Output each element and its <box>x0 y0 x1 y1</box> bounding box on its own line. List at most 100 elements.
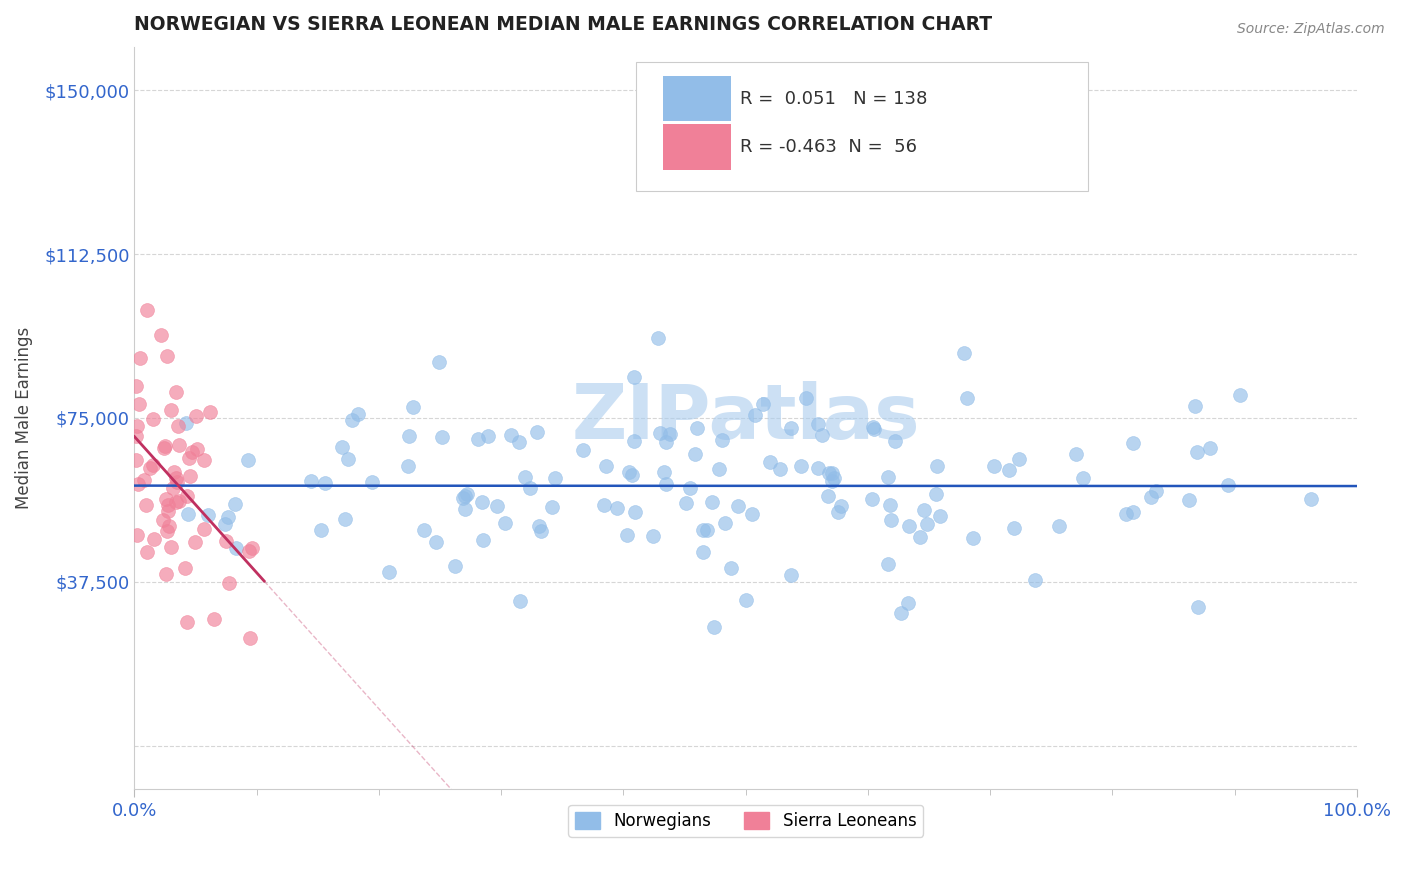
Point <box>820 466 842 480</box>
Point <box>176 615 198 630</box>
Point <box>659 427 682 442</box>
Point <box>769 461 792 475</box>
Point <box>810 427 832 442</box>
Point <box>1185 445 1208 459</box>
Point <box>165 494 187 508</box>
FancyBboxPatch shape <box>662 76 731 121</box>
Point <box>202 612 225 626</box>
Point <box>125 528 148 542</box>
Point <box>817 489 839 503</box>
Point <box>1229 388 1251 402</box>
Point <box>139 461 162 475</box>
Point <box>508 435 530 450</box>
Point <box>467 432 489 446</box>
Point <box>807 460 830 475</box>
Point <box>515 469 537 483</box>
Point <box>430 430 453 444</box>
Point <box>136 303 159 318</box>
Point <box>890 606 912 620</box>
Point <box>1299 491 1322 506</box>
Point <box>696 523 718 537</box>
Point <box>700 495 723 509</box>
Point <box>193 522 215 536</box>
Point <box>796 391 818 405</box>
Point <box>711 433 734 447</box>
Point <box>361 475 384 490</box>
Text: R = -0.463  N =  56: R = -0.463 N = 56 <box>740 138 917 156</box>
Point <box>444 558 467 573</box>
Point <box>862 419 884 434</box>
Point <box>720 560 742 574</box>
Point <box>929 509 952 524</box>
Point <box>675 495 697 509</box>
Point <box>648 425 671 440</box>
Point <box>519 481 541 495</box>
Point <box>156 524 179 538</box>
Point <box>1024 574 1046 588</box>
Point <box>225 541 247 555</box>
Point <box>214 533 236 548</box>
Point <box>236 453 259 467</box>
Point <box>655 477 678 491</box>
Y-axis label: Median Male Earnings: Median Male Earnings <box>15 326 32 509</box>
Point <box>454 489 477 503</box>
Text: Source: ZipAtlas.com: Source: ZipAtlas.com <box>1237 22 1385 37</box>
Point <box>193 453 215 467</box>
Point <box>789 459 811 474</box>
Point <box>456 486 478 500</box>
Point <box>1184 399 1206 413</box>
Point <box>606 501 628 516</box>
Point <box>877 558 900 572</box>
Point <box>741 507 763 521</box>
Point <box>759 455 782 469</box>
Point <box>128 397 150 411</box>
Point <box>186 442 208 456</box>
Point <box>1064 447 1087 461</box>
Point <box>167 438 190 452</box>
Point <box>912 503 935 517</box>
Point <box>998 462 1021 476</box>
Point <box>641 529 664 543</box>
Legend: Norwegians, Sierra Leoneans: Norwegians, Sierra Leoneans <box>568 805 924 837</box>
Point <box>152 512 174 526</box>
Point <box>679 481 702 495</box>
Point <box>1115 507 1137 521</box>
Point <box>472 533 495 547</box>
Point <box>143 532 166 546</box>
Point <box>155 491 177 506</box>
Point <box>451 491 474 506</box>
Point <box>877 469 900 483</box>
Point <box>157 504 180 518</box>
Point <box>1216 477 1239 491</box>
Point <box>427 355 450 369</box>
Point <box>623 370 645 384</box>
Point <box>924 487 946 501</box>
Point <box>135 545 157 559</box>
Point <box>1047 518 1070 533</box>
Point <box>1144 484 1167 499</box>
Point <box>299 475 322 489</box>
Point <box>780 421 803 435</box>
Point <box>214 516 236 531</box>
Point <box>509 594 531 608</box>
Point <box>652 466 675 480</box>
Point <box>127 419 149 434</box>
Point <box>314 475 336 490</box>
Point <box>477 429 499 443</box>
Point <box>160 540 183 554</box>
Point <box>623 505 645 519</box>
Text: NORWEGIAN VS SIERRA LEONEAN MEDIAN MALE EARNINGS CORRELATION CHART: NORWEGIAN VS SIERRA LEONEAN MEDIAN MALE … <box>135 15 993 34</box>
Point <box>163 465 186 479</box>
Point <box>398 429 420 443</box>
Point <box>616 528 638 542</box>
Point <box>1122 505 1144 519</box>
Point <box>927 459 949 474</box>
Point <box>177 507 200 521</box>
Point <box>378 565 401 579</box>
Point <box>179 469 201 483</box>
Point <box>330 441 353 455</box>
Point <box>897 596 920 610</box>
Point <box>180 444 202 458</box>
Point <box>125 429 148 443</box>
Point <box>1008 452 1031 467</box>
